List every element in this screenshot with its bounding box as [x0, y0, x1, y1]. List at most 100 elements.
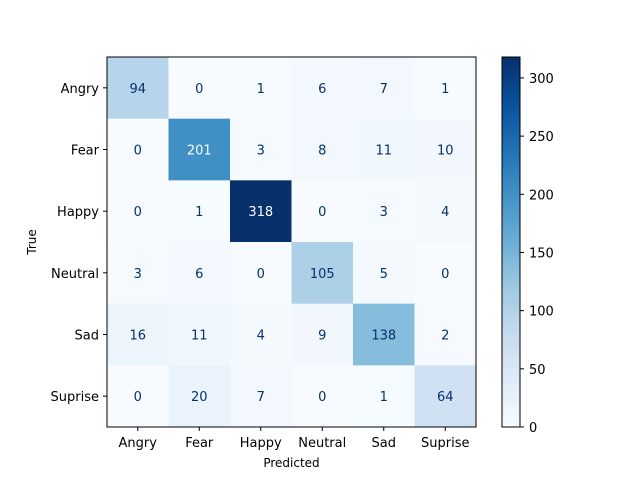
- heatmap-cell: [414, 242, 477, 305]
- heatmap-cell: [107, 180, 169, 243]
- y-tick-label: Angry: [61, 82, 100, 97]
- x-axis-label: Predicted: [263, 456, 319, 470]
- heatmap-cell: [230, 57, 292, 120]
- x-tick-label: Sad: [372, 436, 396, 451]
- cell-value-label: 201: [187, 144, 212, 159]
- cell-value-label: 0: [318, 205, 326, 220]
- cell-value-label: 3: [134, 267, 142, 282]
- heatmap-cell: [168, 365, 231, 428]
- cell-value-label: 0: [441, 267, 449, 282]
- x-tick-label: Neutral: [298, 436, 346, 451]
- cell-value-label: 11: [375, 144, 392, 159]
- cell-value-label: 11: [191, 329, 208, 344]
- cell-value-label: 6: [318, 82, 326, 97]
- x-tick-label: Happy: [240, 436, 282, 451]
- cell-value-label: 64: [437, 390, 454, 405]
- cell-value-label: 0: [257, 267, 265, 282]
- heatmap-cell: [230, 365, 292, 428]
- cell-value-label: 1: [380, 390, 388, 405]
- cell-value-label: 1: [195, 205, 203, 220]
- cell-value-label: 7: [257, 390, 265, 405]
- cell-value-label: 16: [129, 329, 146, 344]
- heatmap-cell: [353, 180, 415, 243]
- cell-value-label: 20: [191, 390, 208, 405]
- heatmap-cell: [107, 303, 169, 366]
- cell-value-label: 10: [437, 144, 454, 159]
- colorbar-tick-label: 0: [529, 421, 537, 436]
- cell-value-label: 4: [441, 205, 449, 220]
- cell-value-label: 6: [195, 267, 203, 282]
- heatmap-cell: [414, 180, 477, 243]
- heatmap-cell: [414, 365, 477, 428]
- heatmap-cell: [291, 180, 354, 243]
- cell-value-label: 5: [380, 267, 388, 282]
- x-tick-label: Angry: [119, 436, 158, 451]
- x-tick-label: Suprise: [421, 436, 469, 451]
- heatmap-cell: [107, 57, 169, 120]
- cell-value-label: 318: [248, 205, 273, 220]
- heatmap-cell: [291, 242, 354, 305]
- cell-value-label: 138: [371, 329, 396, 344]
- cell-value-label: 7: [380, 82, 388, 97]
- heatmap-cell: [353, 118, 415, 181]
- heatmap-cell: [168, 180, 231, 243]
- cell-value-label: 105: [310, 267, 335, 282]
- colorbar-tick-label: 50: [529, 363, 546, 378]
- heatmap-cell: [291, 365, 354, 428]
- heatmap-cell: [414, 57, 477, 120]
- cell-value-label: 0: [318, 390, 326, 405]
- cell-value-label: 9: [318, 329, 326, 344]
- heatmap-cell: [291, 303, 354, 366]
- y-tick-label: Fear: [71, 144, 100, 159]
- cell-value-label: 3: [257, 144, 265, 159]
- heatmap-cell: [353, 365, 415, 428]
- cell-value-label: 0: [134, 390, 142, 405]
- heatmap-cell: [230, 118, 292, 181]
- x-axis-ticks: Angry Fear Happy Neutral Sad Suprise: [119, 427, 469, 451]
- heatmap-cell: [414, 118, 477, 181]
- heatmap-cell: [168, 57, 231, 120]
- plot-frame: [106, 56, 477, 428]
- y-tick-label: Happy: [57, 205, 99, 220]
- heatmap-cell: [107, 118, 169, 181]
- y-axis-ticks: Angry Fear Happy Neutral Sad Suprise: [51, 82, 107, 405]
- heatmap-cell: [230, 180, 292, 243]
- colorbar-tick-label: 250: [529, 130, 554, 145]
- cell-value-label: 4: [257, 329, 265, 344]
- colorbar-ticks: 0 50 100 150 200 250 300: [520, 72, 554, 436]
- colorbar-tick-label: 200: [529, 188, 554, 203]
- cell-value-labels: 94 0 1 6 7 10 201 3 8 11 100 1 318 0 3 43 6 0 105 5 016 11 4 9 1…: [129, 82, 453, 405]
- heatmap-cell: [230, 242, 292, 305]
- cell-value-label: 0: [134, 205, 142, 220]
- heatmap-cell: [291, 118, 354, 181]
- heatmap-cell: [414, 303, 477, 366]
- heatmap-cell: [353, 303, 415, 366]
- colorbar-tick-label: 300: [529, 72, 554, 87]
- cell-value-label: 0: [134, 144, 142, 159]
- cell-value-label: 94: [129, 82, 146, 97]
- cell-value-label: 8: [318, 144, 326, 159]
- y-axis-label: True: [25, 229, 39, 256]
- heatmap-cells: [107, 57, 477, 428]
- y-tick-label: Sad: [75, 329, 99, 344]
- heatmap-cell: [168, 118, 231, 181]
- heatmap-cell: [291, 57, 354, 120]
- heatmap-cell: [353, 57, 415, 120]
- cell-value-label: 1: [257, 82, 265, 97]
- heatmap-cell: [230, 303, 292, 366]
- heatmap-cell: [168, 303, 231, 366]
- y-tick-label: Suprise: [51, 390, 99, 405]
- cell-value-label: 2: [441, 329, 449, 344]
- heatmap-cell: [107, 365, 169, 428]
- heatmap-cell: [353, 242, 415, 305]
- cell-value-label: 3: [380, 205, 388, 220]
- colorbar-tick-label: 150: [529, 246, 554, 261]
- colorbar-tick-label: 100: [529, 305, 554, 320]
- cell-value-label: 0: [195, 82, 203, 97]
- y-tick-label: Neutral: [51, 267, 99, 282]
- heatmap-cell: [168, 242, 231, 305]
- x-tick-label: Fear: [185, 436, 214, 451]
- colorbar: [501, 56, 521, 428]
- cell-value-label: 1: [441, 82, 449, 97]
